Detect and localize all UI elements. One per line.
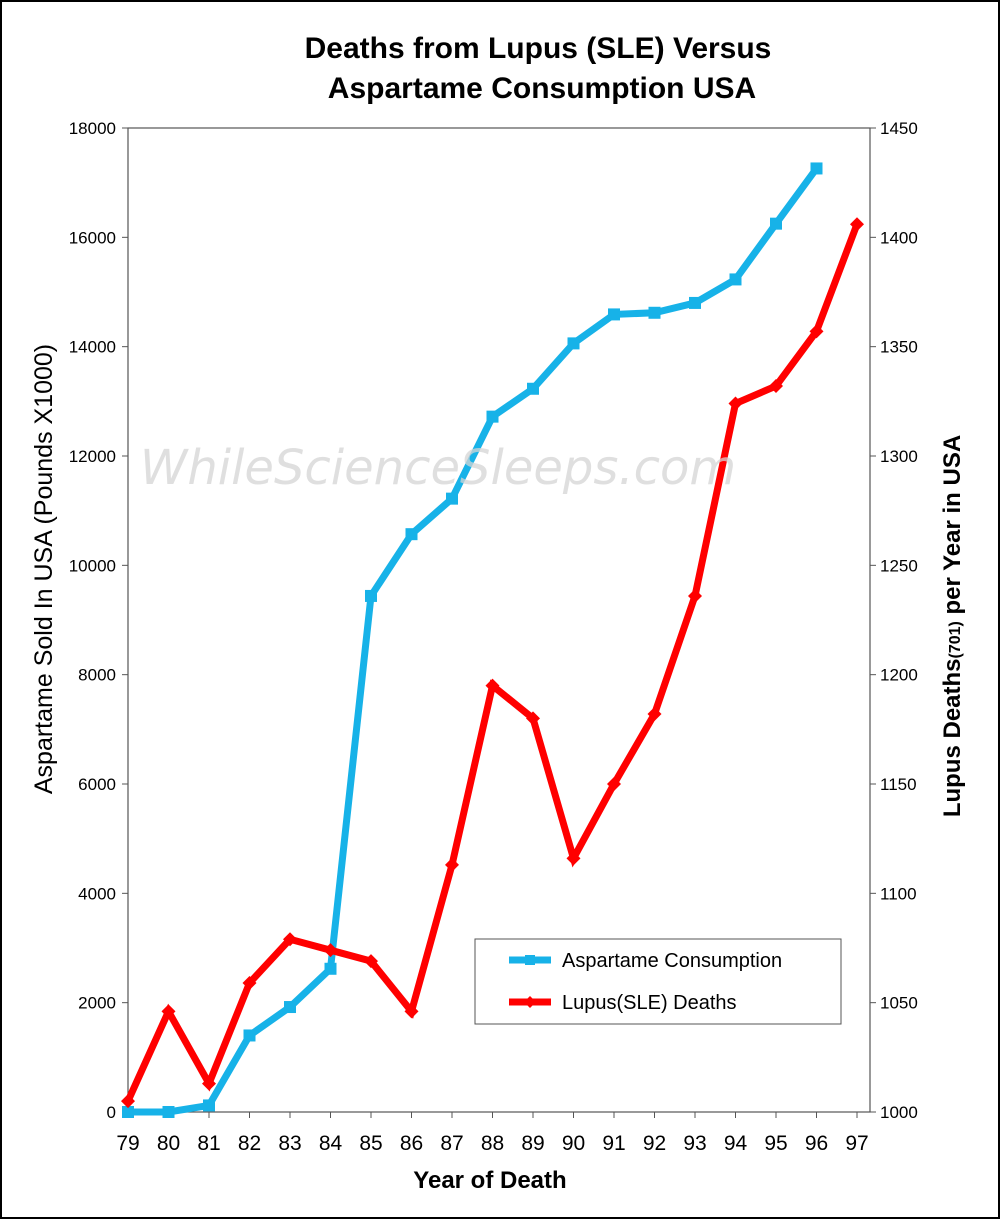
lupus-point [323,943,338,958]
x-tick-label: 86 [400,1132,423,1155]
y-axis-right-label: Lupus Deaths(701) per Year in USA [939,435,966,817]
legend-aspartame-marker [525,955,535,965]
lupus-point [242,975,257,990]
x-tick-label: 87 [440,1132,463,1155]
aspartame-point [284,1001,296,1014]
aspartame-point [608,308,620,321]
x-tick-label: 90 [562,1132,585,1155]
legend-aspartame-label: Aspartame Consumption [562,950,782,972]
y-right-tick-label: 1300 [880,447,918,466]
lupus-point [809,324,824,339]
y-right-tick-label: 1050 [880,994,918,1013]
y-left-tick-label: 0 [107,1103,116,1122]
plot-border [127,127,871,1113]
legend-lupus-label: Lupus(SLE) Deaths [562,992,737,1014]
plot-area: 0 2000 4000 6000 8000 10000 12000 14000 16000 180… [69,119,918,1155]
legend-lupus-marker [524,996,536,1008]
lupus-point [647,707,662,722]
y-left-tick-label: 10000 [69,556,116,575]
x-tick-label: 83 [278,1132,301,1155]
y-axis-right-label-part-2: per Year in USA [939,435,966,621]
aspartame-point [729,273,742,286]
y-right-tick-label: 1400 [880,228,918,247]
y-left-tick-label: 8000 [78,666,116,685]
aspartame-point [527,382,539,395]
x-tick-label: 80 [157,1132,180,1155]
lupus-point [121,1094,135,1109]
lupus-point [769,379,783,394]
lupus-point [485,678,500,693]
aspartame-point [365,589,377,602]
x-tick-label: 95 [764,1132,787,1155]
x-tick-label: 94 [724,1132,748,1155]
y-right-tick-label: 1250 [880,556,918,575]
x-tick-label: 91 [602,1132,625,1155]
watermark: WhileScienceSleeps.com [140,440,736,496]
x-tick-label: 88 [481,1132,504,1155]
x-tick-label: 81 [197,1132,220,1155]
lupus-point [364,954,378,969]
aspartame-point [770,217,782,230]
y-right-tick-label: 1200 [880,666,918,685]
y-axis-right-label-part-1: Lupus Deaths [939,658,966,817]
x-tick-label: 82 [238,1132,261,1155]
y-right-tick-label: 1100 [880,884,917,903]
x-tick-label: 96 [805,1132,828,1155]
y-left-tick-label: 2000 [78,994,116,1013]
chart-title-line-2: Aspartame Consumption USA [328,72,756,105]
lupus-point [607,777,621,791]
aspartame-point [405,528,418,541]
legend-box [474,938,842,1025]
aspartame-point [243,1029,256,1042]
aspartame-point [486,410,499,423]
aspartame-point [122,1106,134,1118]
aspartame-point [689,296,701,309]
x-tick-label: 79 [116,1132,139,1155]
lupus-point [161,1004,176,1019]
aspartame-point [324,962,337,975]
x-tick-label: 89 [521,1132,544,1155]
x-tick-label: 97 [845,1132,868,1155]
x-tick-label: 85 [359,1132,382,1155]
aspartame-point [648,306,661,319]
y-left-tick-label: 12000 [69,447,116,466]
aspartame-point [810,162,823,175]
lupus-point [850,217,864,232]
y-right-tick-label: 1000 [880,1103,918,1122]
y-left-tick-label: 16000 [69,228,116,247]
aspartame-point [446,492,458,505]
y-right-tick-label: 1350 [880,338,918,357]
y-left-tick-label: 18000 [69,119,116,138]
x-tick-label: 92 [643,1132,666,1155]
aspartame-line [128,166,820,1116]
lupus-point [283,932,297,947]
aspartame-point [203,1099,215,1112]
lupus-point [404,1004,419,1019]
y-right-tick-label: 1450 [880,119,918,138]
x-tick-label: 84 [319,1132,343,1155]
x-tick-label: 93 [683,1132,706,1155]
y-left-tick-label: 6000 [78,775,116,794]
lupus-point [688,588,702,603]
y-right-tick-label: 1150 [880,775,917,794]
lupus-point [202,1076,216,1091]
lupus-point [526,711,540,726]
lupus-point [566,851,581,866]
aspartame-point [567,337,580,350]
lupus-point [728,396,743,411]
aspartame-point [162,1106,175,1118]
y-left-tick-label: 4000 [78,884,116,903]
legend: Aspartame Consumption Lupus(SLE) Deaths [474,938,842,1025]
y-axis-left-label: Aspartame Sold In USA (Pounds X1000) [30,344,58,794]
y-axis-right-label-subscript: (701) [947,621,964,658]
chart-title-line-1: Deaths from Lupus (SLE) Versus [305,32,772,65]
y-left-tick-label: 14000 [69,338,116,357]
lupus-point [445,857,459,872]
x-axis-label: Year of Death [413,1167,566,1194]
